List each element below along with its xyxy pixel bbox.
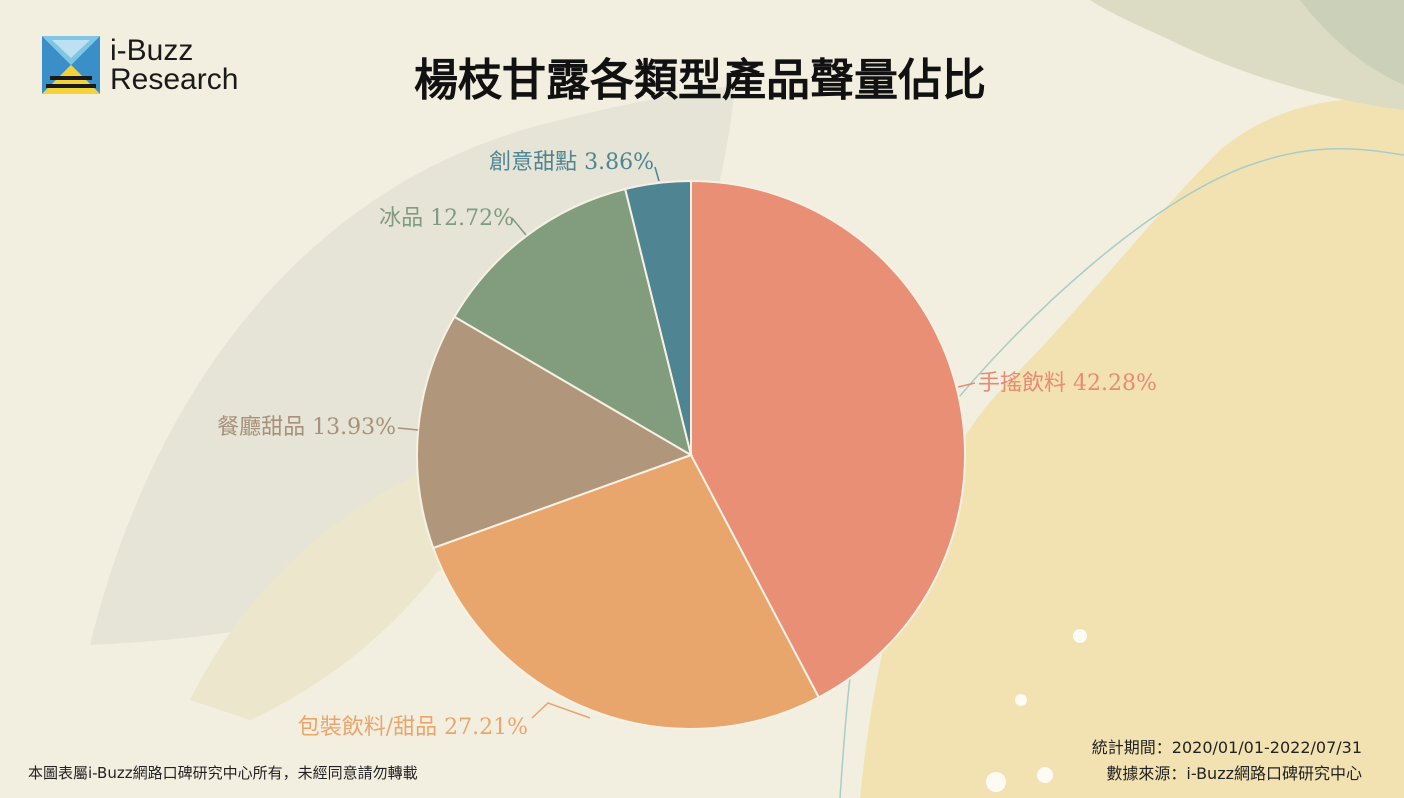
period-value: 2020/01/01-2022/07/31: [1171, 738, 1362, 757]
source-label: 數據來源：: [1106, 764, 1187, 783]
pie-slice: [416, 315, 694, 550]
source-line: 數據來源：i-Buzz網路口碑研究中心: [1092, 761, 1362, 787]
period-label: 統計期間：: [1091, 738, 1172, 757]
bg-dot: [1037, 767, 1053, 783]
leader-line: [397, 427, 419, 431]
leader-line: [531, 702, 591, 719]
slice-label: 冰品 12.72%: [379, 206, 514, 231]
period-line: 統計期間：2020/01/01-2022/07/31: [1092, 735, 1362, 761]
chart-title: 楊枝甘露各類型產品聲量佔比: [414, 55, 986, 106]
pie-slice: [453, 187, 693, 458]
slice-label: 手搖飲料 42.28%: [978, 371, 1157, 396]
brand-logo: i-Buzz Research: [42, 36, 272, 96]
bee-logo-icon: [42, 36, 100, 94]
copyright-note: 本圖表屬i-Buzz網路口碑研究中心所有，未經同意請勿轉載: [28, 764, 418, 782]
slice-label: 包裝飲料/甜品 27.21%: [298, 715, 528, 740]
bg-dot: [986, 772, 1006, 792]
slice-label: 餐廳甜品 13.93%: [217, 415, 396, 440]
bg-leaf-top-right-2: [1300, 0, 1404, 85]
bg-dot: [1015, 694, 1027, 706]
brand-line-1: i-Buzz: [110, 34, 194, 67]
source-value: i-Buzz網路口碑研究中心: [1186, 764, 1362, 783]
leader-line: [654, 166, 660, 182]
pie-slice: [431, 453, 821, 730]
leader-line: [957, 382, 976, 388]
pie-slice: [690, 179, 966, 699]
pie-slice: [623, 179, 692, 456]
slice-label: 創意甜點 3.86%: [489, 150, 654, 175]
bg-dot: [1073, 629, 1087, 643]
data-source-info: 統計期間：2020/01/01-2022/07/31 數據來源：i-Buzz網路…: [1092, 735, 1362, 787]
brand-name: i-Buzz Research: [110, 34, 239, 96]
leader-line: [511, 217, 527, 236]
brand-line-2: Research: [110, 63, 239, 96]
bg-yellow-blob: [860, 98, 1404, 798]
